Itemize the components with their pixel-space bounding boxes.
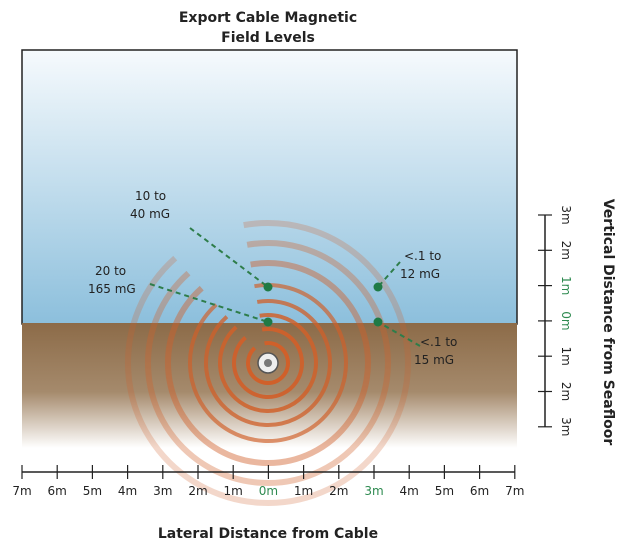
x-tick-label: 4m xyxy=(118,484,137,498)
x-tick-label: 6m xyxy=(48,484,67,498)
annotation: 12 mG xyxy=(400,267,440,281)
leader xyxy=(189,227,269,288)
y-tick-label: 2m xyxy=(559,382,573,401)
water xyxy=(21,49,518,325)
y-axis-title: Vertical Distance from Seafloor xyxy=(600,199,616,446)
x-tick-label: 4m xyxy=(400,484,419,498)
field-arc xyxy=(125,220,411,506)
field-arc xyxy=(218,313,318,413)
point xyxy=(373,317,383,327)
x-tick-label: 1m xyxy=(224,484,243,498)
leader xyxy=(377,261,401,288)
x-tick-label: 2m xyxy=(188,484,207,498)
field-arc xyxy=(188,283,348,443)
point xyxy=(373,282,383,292)
y-tick-label: 1m xyxy=(559,347,573,366)
point xyxy=(263,317,273,327)
leader xyxy=(149,283,269,323)
leader xyxy=(377,321,421,347)
annotation: 10 to xyxy=(135,189,166,203)
x-tick-label: 7m xyxy=(12,484,31,498)
x-tick-label: 3m xyxy=(364,484,383,498)
x-tick-label: 5m xyxy=(83,484,102,498)
y-tick-label: 2m xyxy=(559,241,573,260)
title: Field Levels xyxy=(221,30,315,46)
y-tick-label: 3m xyxy=(559,205,573,224)
y-tick-label: 1m xyxy=(559,276,573,295)
field-arc xyxy=(145,240,391,486)
annotation: 20 to xyxy=(95,264,126,278)
leaders xyxy=(149,227,421,347)
field-arcs xyxy=(125,220,411,506)
field-arc xyxy=(165,260,371,466)
point xyxy=(263,282,273,292)
title: Export Cable Magnetic xyxy=(179,10,357,26)
cable-core xyxy=(264,359,272,367)
x-tick-label: 7m xyxy=(505,484,524,498)
y-tick-label: 3m xyxy=(559,417,573,436)
x-tick-label: 3m xyxy=(153,484,172,498)
x-tick-label: 6m xyxy=(470,484,489,498)
x-axis-title: Lateral Distance from Cable xyxy=(158,526,378,542)
field-arc xyxy=(246,341,290,385)
x-tick-label: 0m xyxy=(259,484,278,498)
annotation: 40 mG xyxy=(130,207,170,221)
annotation: <.1 to xyxy=(404,249,441,263)
annotation: 165 mG xyxy=(88,282,136,296)
field-arc xyxy=(204,299,332,427)
y-tick-label: 0m xyxy=(559,311,573,330)
annotation: <.1 to xyxy=(420,335,457,349)
x-tick-label: 2m xyxy=(329,484,348,498)
x-tick-label: 1m xyxy=(294,484,313,498)
field-arc xyxy=(232,327,304,399)
annotation: 15 mG xyxy=(414,353,454,367)
x-tick-label: 5m xyxy=(435,484,454,498)
points xyxy=(263,282,383,327)
